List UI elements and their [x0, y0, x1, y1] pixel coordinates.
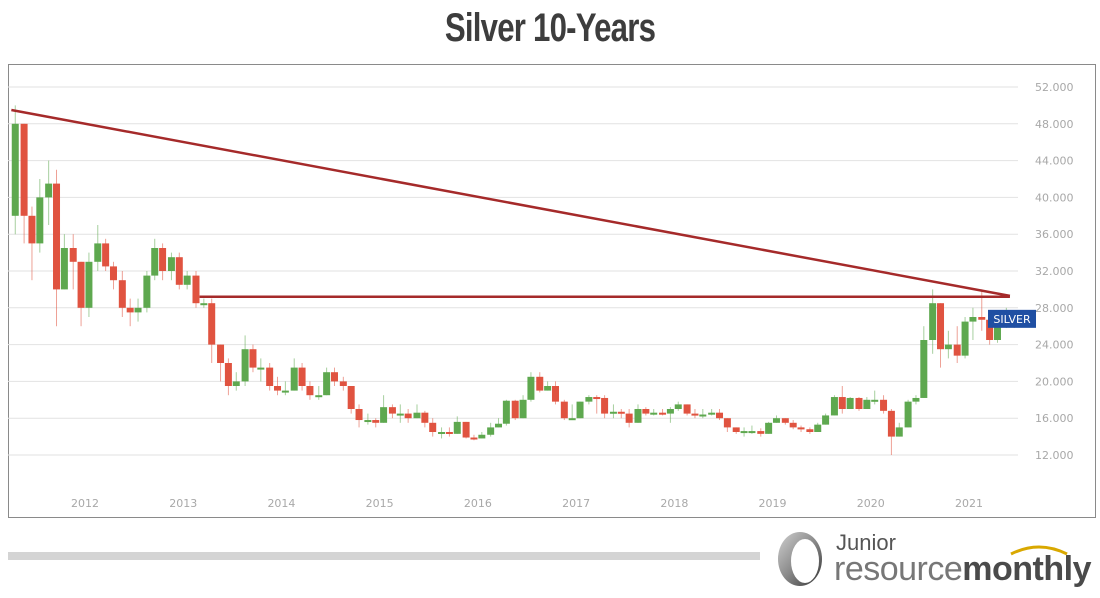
y-axis-ticks: 52.000 48.000 44.000 40.000 36.000 32.000 28.0…	[1035, 81, 1074, 462]
svg-text:2020: 2020	[857, 497, 885, 510]
svg-text:2021: 2021	[955, 497, 983, 510]
svg-text:SILVER: SILVER	[993, 313, 1031, 326]
chart-frame	[8, 64, 1096, 518]
svg-text:2016: 2016	[464, 497, 492, 510]
svg-text:2019: 2019	[759, 497, 787, 510]
logo-wordmark: resourcemonthly	[834, 550, 1091, 589]
trendlines	[11, 108, 1011, 299]
pickaxe-icon	[1010, 545, 1068, 556]
candles	[11, 105, 1018, 455]
x-axis-ticks: 2012 2013 2014 2015 2016 2017 2018 2019 2020 2021	[71, 497, 983, 510]
svg-text:16.000: 16.000	[1035, 412, 1074, 425]
svg-text:2017: 2017	[562, 497, 590, 510]
gridlines	[8, 86, 1018, 456]
svg-text:24.000: 24.000	[1035, 339, 1074, 352]
logo-resource-text: resource	[834, 550, 963, 588]
junior-resource-monthly-logo: Junior resourcemonthly	[774, 528, 1100, 590]
logo-monthly-text: monthly	[962, 550, 1091, 588]
svg-text:48.000: 48.000	[1035, 118, 1074, 131]
svg-text:2013: 2013	[169, 497, 197, 510]
logo-ring-icon	[778, 532, 822, 586]
svg-text:28.000: 28.000	[1035, 302, 1074, 315]
svg-text:2018: 2018	[660, 497, 688, 510]
page-title: Silver 10-Years	[444, 6, 656, 50]
svg-text:12.000: 12.000	[1035, 449, 1074, 462]
candlestick-chart: 52.000 48.000 44.000 40.000 36.000 32.000 28.0…	[8, 81, 1074, 510]
svg-text:36.000: 36.000	[1035, 228, 1074, 241]
svg-text:32.000: 32.000	[1035, 265, 1074, 278]
svg-text:44.000: 44.000	[1035, 155, 1074, 168]
svg-text:2014: 2014	[267, 497, 295, 510]
svg-text:52.000: 52.000	[1035, 81, 1074, 94]
symbol-label: SILVER	[988, 309, 1036, 328]
footer-bar	[8, 552, 760, 560]
svg-text:40.000: 40.000	[1035, 191, 1074, 204]
logo-junior-text: Junior	[836, 530, 896, 555]
svg-text:2015: 2015	[366, 497, 394, 510]
svg-text:20.000: 20.000	[1035, 375, 1074, 388]
svg-text:2012: 2012	[71, 497, 99, 510]
